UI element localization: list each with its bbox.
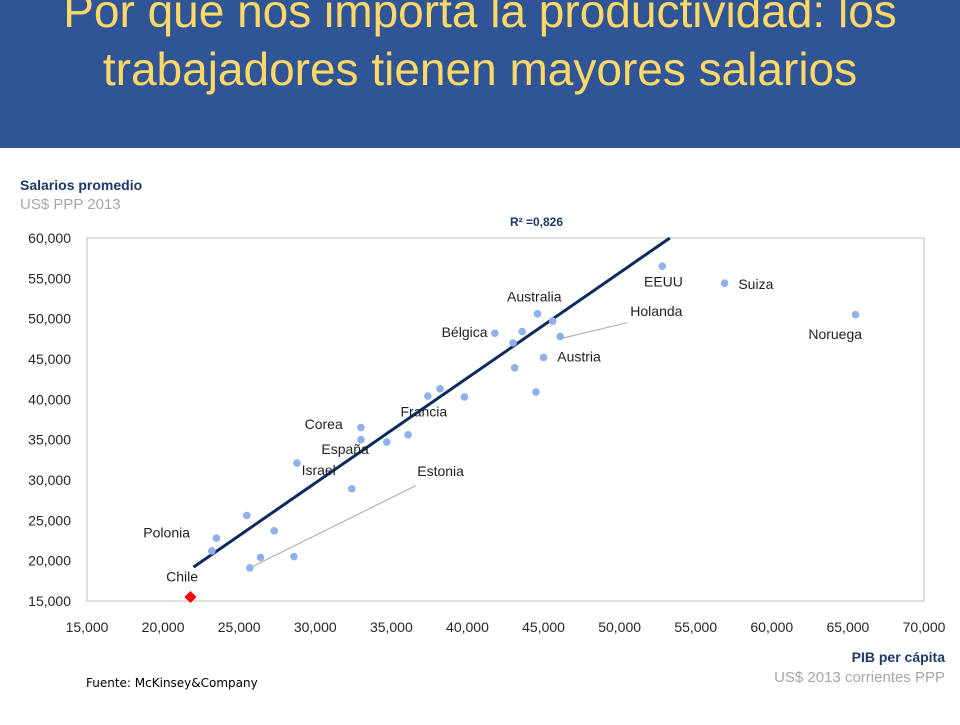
data-point	[357, 423, 365, 432]
data-point	[556, 332, 565, 341]
x-tick-label: 30,000	[294, 619, 337, 635]
point-label: Suiza	[738, 276, 773, 292]
x-axis-subtitle: US$ 2013 corrientes PPP	[774, 669, 945, 686]
data-point	[424, 392, 432, 400]
point-label: Corea	[305, 416, 343, 432]
trend-line	[192, 236, 671, 569]
data-point	[533, 310, 542, 318]
x-tick-label: 35,000	[370, 619, 413, 635]
point-label: Bélgica	[442, 324, 488, 340]
x-tick-label: 15,000	[66, 619, 109, 635]
x-tick-label: 45,000	[522, 619, 565, 635]
x-tick-label: 60,000	[750, 619, 793, 635]
point-label: España	[321, 441, 369, 457]
data-point	[270, 527, 278, 535]
source-note: Fuente: McKinsey&Company	[86, 676, 258, 690]
point-label: Polonia	[143, 524, 190, 540]
point-label: EEUU	[644, 273, 683, 289]
x-tick-label: 25,000	[218, 619, 261, 635]
y-tick-label: 40,000	[28, 391, 71, 407]
data-point	[539, 353, 548, 362]
data-point	[658, 262, 667, 271]
x-tick-label: 40,000	[446, 619, 489, 635]
leader-line	[252, 485, 416, 567]
data-point	[509, 339, 517, 347]
y-tick-label: 50,000	[28, 311, 71, 327]
scatter-chart: Salarios promedio US$ PPP 2013 R² =0,826…	[0, 148, 960, 720]
point-label: Chile	[166, 569, 198, 585]
y-tick-label: 60,000	[28, 230, 71, 246]
slide-title: Por qué nos importa la productividad: lo…	[63, 0, 897, 95]
data-point	[404, 431, 412, 439]
y-tick-label: 55,000	[28, 270, 71, 286]
data-point	[293, 459, 301, 467]
y-tick-label: 35,000	[28, 432, 71, 448]
data-point	[246, 564, 254, 572]
data-point	[518, 327, 527, 336]
point-label: Australia	[507, 289, 562, 305]
chile-highlight-point	[184, 590, 197, 603]
x-tick-label: 20,000	[142, 619, 185, 635]
data-point	[357, 435, 365, 444]
data-point	[382, 438, 391, 446]
data-point	[347, 485, 356, 493]
y-tick-label: 20,000	[28, 553, 71, 569]
point-label: Israel	[302, 462, 336, 478]
data-point	[212, 534, 221, 542]
x-tick-label: 65,000	[826, 619, 869, 635]
y-axis-title: Salarios promedio	[20, 177, 142, 193]
r-squared-annotation: R² =0,826	[510, 215, 563, 229]
x-tick-label: 50,000	[598, 619, 641, 635]
point-label: Francia	[400, 403, 447, 419]
data-point	[720, 279, 729, 287]
slide-header: Por qué nos importa la productividad: lo…	[0, 0, 960, 148]
y-tick-label: 15,000	[28, 593, 71, 609]
data-point	[460, 393, 469, 401]
data-point	[851, 310, 860, 319]
y-tick-label: 30,000	[28, 472, 71, 488]
data-point	[242, 511, 251, 520]
data-point	[491, 329, 499, 337]
chart-container: Salarios promedio US$ PPP 2013 R² =0,826…	[0, 148, 960, 720]
leader-line	[563, 322, 628, 339]
x-axis-title: PIB per cápita	[852, 649, 946, 665]
x-tick-label: 55,000	[674, 619, 717, 635]
data-point	[548, 317, 557, 325]
x-tick-label: 70,000	[903, 619, 946, 635]
y-axis-subtitle: US$ PPP 2013	[20, 196, 121, 213]
y-tick-label: 25,000	[28, 512, 71, 528]
y-tick-label: 45,000	[28, 351, 71, 367]
point-label: Noruega	[808, 326, 862, 342]
data-point	[436, 385, 444, 393]
data-point	[532, 388, 540, 396]
point-label: Holanda	[630, 303, 682, 319]
point-label: Austria	[557, 348, 601, 364]
data-point	[510, 364, 519, 372]
data-point	[290, 552, 298, 561]
data-point	[256, 553, 265, 562]
plot-area	[86, 237, 925, 602]
point-label: Estonia	[417, 463, 464, 479]
data-point	[207, 547, 216, 555]
chart-background	[0, 148, 960, 720]
